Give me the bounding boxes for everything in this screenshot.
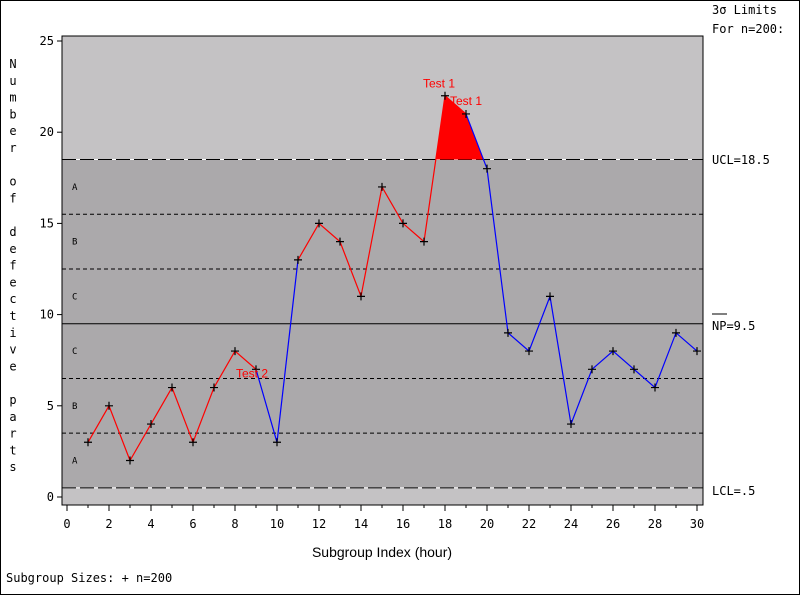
data-point-marker bbox=[336, 237, 344, 246]
data-point-marker bbox=[672, 328, 680, 337]
data-point-marker bbox=[378, 182, 386, 191]
x-tick-label: 12 bbox=[312, 517, 326, 531]
zone-label: C bbox=[72, 292, 77, 302]
data-point-marker bbox=[84, 438, 92, 447]
x-axis-label: Subgroup Index (hour) bbox=[312, 544, 452, 560]
y-tick-label: 10 bbox=[40, 308, 54, 322]
data-point-marker bbox=[441, 91, 449, 100]
y-tick-label: 15 bbox=[40, 216, 54, 230]
data-line-segment bbox=[297, 95, 446, 299]
data-point-marker bbox=[126, 456, 134, 465]
data-point-marker bbox=[189, 438, 197, 447]
data-point-marker bbox=[462, 109, 470, 118]
data-point-marker bbox=[567, 420, 575, 429]
data-point-marker bbox=[630, 365, 638, 374]
data-point-marker bbox=[252, 365, 260, 374]
footer-subgroup-sizes: Subgroup Sizes: + n=200 bbox=[6, 571, 172, 585]
y-tick-label: 0 bbox=[47, 490, 54, 504]
data-point-marker bbox=[504, 328, 512, 337]
x-tick-label: 2 bbox=[105, 517, 112, 531]
zone-label: A bbox=[72, 457, 78, 467]
limits-header-line1: 3σ Limits bbox=[712, 3, 777, 17]
zone-label: B bbox=[72, 238, 77, 248]
data-point-marker bbox=[273, 438, 281, 447]
data-point-marker bbox=[294, 255, 302, 264]
data-line-segment bbox=[255, 369, 278, 443]
y-tick-label: 20 bbox=[40, 125, 54, 139]
data-point-marker bbox=[651, 383, 659, 392]
data-point-marker bbox=[546, 292, 554, 301]
x-tick-label: 14 bbox=[354, 517, 368, 531]
data-point-marker bbox=[147, 420, 155, 429]
x-tick-label: 18 bbox=[438, 517, 452, 531]
x-tick-label: 22 bbox=[522, 517, 536, 531]
test-annotation: Test 1 bbox=[423, 77, 455, 91]
x-tick-label: 16 bbox=[396, 517, 410, 531]
zone-label: C bbox=[72, 347, 77, 357]
test-annotation: Test 2 bbox=[236, 366, 268, 380]
data-point-marker bbox=[588, 365, 596, 374]
y-tick-label: 5 bbox=[47, 399, 54, 413]
data-point-marker bbox=[609, 347, 617, 356]
data-point-marker bbox=[525, 347, 533, 356]
data-point-marker bbox=[210, 383, 218, 392]
y-tick-label: 25 bbox=[40, 34, 54, 48]
zone-label: B bbox=[72, 402, 77, 412]
test-annotation: Test 1 bbox=[450, 94, 482, 108]
data-point-marker bbox=[693, 347, 701, 356]
data-point-marker bbox=[315, 219, 323, 228]
x-tick-label: 4 bbox=[147, 517, 154, 531]
x-tick-label: 26 bbox=[606, 517, 620, 531]
ucl-exceedance-area bbox=[435, 95, 484, 160]
data-point-marker bbox=[420, 237, 428, 246]
x-tick-label: 6 bbox=[189, 517, 196, 531]
data-point-marker bbox=[168, 383, 176, 392]
x-tick-label: 28 bbox=[648, 517, 662, 531]
data-point-marker bbox=[357, 292, 365, 301]
x-tick-label: 10 bbox=[270, 517, 284, 531]
lcl-label: LCL=.5 bbox=[712, 484, 755, 498]
x-tick-label: 8 bbox=[231, 517, 238, 531]
data-point-marker bbox=[483, 164, 491, 173]
x-tick-label: 30 bbox=[690, 517, 704, 531]
data-line-segment bbox=[276, 259, 299, 443]
center-label: NP=9.5 bbox=[712, 319, 755, 333]
data-line-segment bbox=[465, 113, 488, 169]
limits-header-line2: For n=200: bbox=[712, 22, 784, 36]
data-line-segment bbox=[444, 95, 467, 115]
data-point-marker bbox=[231, 347, 239, 356]
zone-label: A bbox=[72, 183, 78, 193]
data-point-marker bbox=[399, 219, 407, 228]
ucl-label: UCL=18.5 bbox=[712, 153, 770, 167]
data-point-marker bbox=[105, 401, 113, 410]
x-tick-label: 24 bbox=[564, 517, 578, 531]
x-tick-label: 0 bbox=[63, 517, 70, 531]
x-tick-label: 20 bbox=[480, 517, 494, 531]
